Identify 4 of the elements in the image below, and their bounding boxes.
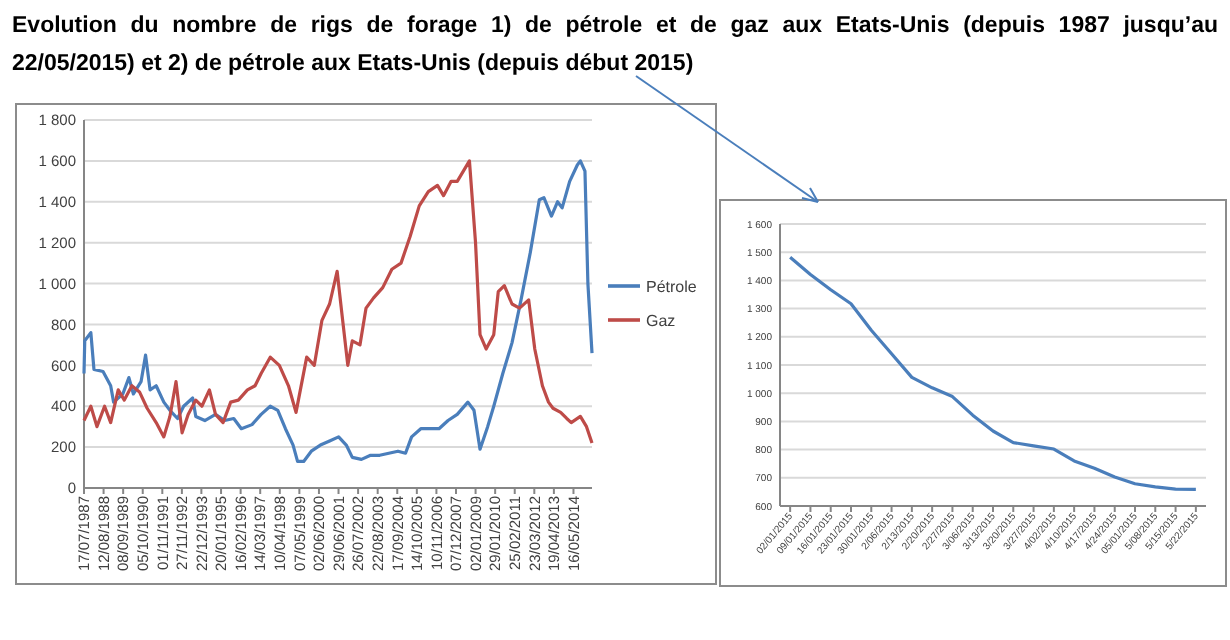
- legend-label: Gaz: [646, 311, 676, 330]
- legend-label: Pétrole: [646, 277, 698, 296]
- chart-title: Evolution du nombre de rigs de forage 1) de pétrole et de gaz aux Etats-Unis (depuis 1987 jusqu’au 22/05/2015) et 2) de pétrole aux Etats-Unis (depuis début 2015): [12, 12, 1218, 80]
- line-series: [788, 255, 1198, 491]
